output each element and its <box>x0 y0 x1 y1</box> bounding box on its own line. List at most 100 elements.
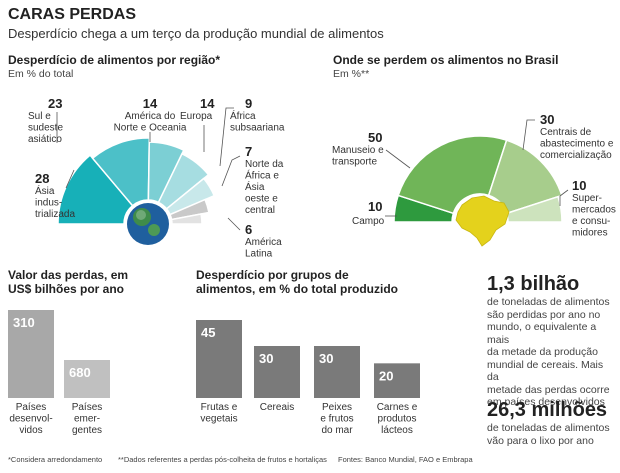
brazil-value-4: 10 <box>572 178 586 193</box>
brazil-label-4-line-3: e consu- <box>572 216 610 227</box>
region-leader-5 <box>219 107 234 167</box>
loss-value-chart-title: Valor das perdas, em US$ bilhões por ano <box>8 268 128 296</box>
loss-label-1-line-1: Países <box>16 402 47 413</box>
brazil-map-icon <box>455 195 510 247</box>
loss-label-2-line-2: emer- <box>74 414 100 425</box>
brazil-leader-3 <box>522 119 535 151</box>
fact-1-line-2: são perdidas por ano no <box>487 308 601 321</box>
region-label-2-line-2: sudeste <box>28 123 63 134</box>
fact-2-line-1: de toneladas de alimentos <box>487 422 610 434</box>
loss-label-1-line-2: desenvol- <box>9 414 52 425</box>
food-label-1-line-1: Frutas e <box>201 402 238 413</box>
globe-land-icon <box>133 208 151 226</box>
loss-value-title-line-2: US$ bilhões por ano <box>8 282 125 296</box>
brazil-label-3-line-1: Centrais de <box>540 127 592 138</box>
region-label-7-line-2: Latina <box>245 249 273 260</box>
region-label-2-line-3: asiático <box>28 134 62 145</box>
food-groups-title-line-1: Desperdício por grupos de <box>196 268 349 282</box>
food-label-2-line-1: Cereais <box>260 402 294 413</box>
region-slice-7 <box>170 213 203 225</box>
fact-1-line-3: mundo, o equivalente a mais <box>487 321 597 346</box>
footnote-rounding: *Considera arredondamento <box>8 455 103 464</box>
region-label-5-line-2: subsaariana <box>230 123 285 134</box>
loss-value-2: 680 <box>69 365 91 380</box>
brazil-label-1-line-1: Campo <box>352 216 385 227</box>
food-label-4-line-3: lácteos <box>381 425 413 436</box>
food-groups-title-line-2: alimentos, em % do total produzido <box>196 282 399 296</box>
loss-bar-1 <box>8 310 54 398</box>
food-label-4-line-2: produtos <box>378 414 417 425</box>
region-label-6-line-2: África e <box>245 169 279 182</box>
food-label-4-line-1: Carnes e <box>377 402 418 413</box>
fact-1-text: de toneladas de alimentos são perdidas po… <box>487 296 617 409</box>
food-label-3-line-3: do mar <box>321 425 353 436</box>
loss-label-2-line-3: gentes <box>72 425 102 436</box>
loss-label-1-line-3: vidos <box>19 425 42 436</box>
brazil-slice-2 <box>397 135 508 215</box>
fact-1-line-7: em países desenvolvidos <box>487 396 605 408</box>
region-label-7-line-1: América <box>245 237 282 248</box>
fact-2-headline: 26,3 milhões <box>487 399 608 421</box>
region-chart-unit: Em % do total <box>8 68 74 80</box>
food-bar-2 <box>254 346 300 398</box>
region-value-6: 7 <box>245 144 252 159</box>
region-label-3-line-1: América do <box>125 111 176 122</box>
region-value-1: 28 <box>35 171 49 186</box>
region-chart-title: Desperdício de alimentos por região* <box>8 53 221 67</box>
fact-block-2: 26,3 milhões de toneladas de alimentos vã… <box>487 399 617 447</box>
page-subtitle: Desperdício chega a um terço da produção… <box>8 26 384 41</box>
brazil-value-3: 30 <box>540 112 554 127</box>
brazil-label-2-line-1: Manuseio e <box>332 145 384 156</box>
region-label-6-line-4: oeste e <box>245 194 278 205</box>
region-label-5-line-1: África <box>230 109 256 122</box>
food-groups-chart-title: Desperdício por grupos de alimentos, em … <box>196 268 398 296</box>
region-value-3: 14 <box>143 96 158 111</box>
food-value-2: 30 <box>259 351 273 366</box>
footnote-brazil-data: **Dados referentes a perdas pós-colheita… <box>118 455 327 464</box>
loss-value-1: 310 <box>13 315 35 330</box>
page-title: CARAS PERDAS <box>8 6 137 23</box>
fact-1-headline: 1,3 bilhão <box>487 273 580 295</box>
food-value-3: 30 <box>319 351 333 366</box>
region-label-6-line-1: Norte da <box>245 159 284 170</box>
brazil-label-3-line-3: comercialização <box>540 150 612 161</box>
brazil-label-3-line-2: abastecimento e <box>540 139 614 150</box>
footnote-sources: Fontes: Banco Mundial, FAO e Embrapa <box>338 455 473 464</box>
brazil-label-4-line-1: Super- <box>572 193 602 204</box>
brazil-leader-2 <box>385 149 411 169</box>
loss-bar-2 <box>64 360 110 398</box>
region-leader-1 <box>65 169 75 189</box>
region-leader-7 <box>227 217 241 231</box>
brazil-value-2: 50 <box>368 130 382 145</box>
region-label-1-line-3: trializada <box>35 209 75 220</box>
region-value-5: 9 <box>245 96 252 111</box>
brazil-value-1: 10 <box>368 199 382 214</box>
fact-1-line-5: mundial de cereais. Mais da <box>487 358 604 384</box>
region-label-3-line-2: Norte e Oceania <box>114 123 187 134</box>
fact-block-1: 1,3 bilhão de toneladas de alimentos são … <box>487 273 617 409</box>
food-bar-1 <box>196 320 242 398</box>
globe-icon <box>127 203 169 245</box>
food-label-1-line-2: vegetais <box>200 414 237 425</box>
fact-1-line-6: metade das perdas ocorre <box>487 383 610 396</box>
fact-1-line-4: da metade da produção <box>487 346 598 358</box>
fact-1-line-1: de toneladas de alimentos <box>487 296 610 308</box>
food-bar-3 <box>314 346 360 398</box>
region-value-4: 14 <box>200 96 215 111</box>
food-label-3-line-2: e frutos <box>320 414 353 425</box>
region-label-1-line-2: indus- <box>35 198 62 209</box>
food-value-1: 45 <box>201 325 215 340</box>
brazil-chart-title: Onde se perdem os alimentos no Brasil <box>333 53 559 67</box>
region-label-6-line-5: central <box>245 205 275 216</box>
region-leader-6 <box>221 155 241 187</box>
globe-shine-icon <box>136 210 146 220</box>
region-value-7: 6 <box>245 222 252 237</box>
region-slice-2 <box>91 137 151 207</box>
brazil-leader-4 <box>559 189 569 206</box>
globe-land-icon-2 <box>148 224 160 236</box>
food-value-4: 20 <box>379 368 393 383</box>
fact-2-line-2: vão para o lixo por ano <box>487 434 594 447</box>
fact-2-text: de toneladas de alimentos vão para o lixo… <box>487 422 617 447</box>
brazil-slice-3 <box>487 139 563 215</box>
